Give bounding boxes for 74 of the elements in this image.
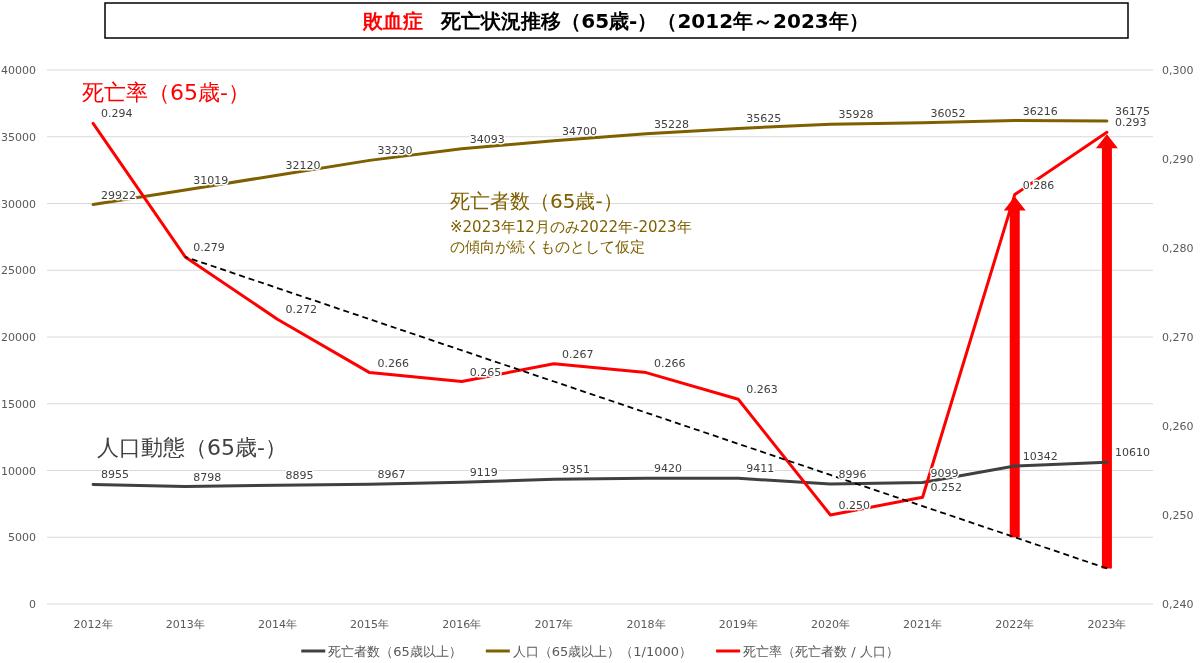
data-label: 9351 <box>561 463 590 477</box>
y-tick-label: 25000 <box>1 264 36 278</box>
annotation: 人口動態（65歳-） <box>97 435 287 460</box>
legend-label: 死亡率（死亡者数 / 人口） <box>743 644 899 659</box>
data-label: 36175 <box>1114 105 1150 119</box>
annotation: ※2023年12月のみ2022年-2023年の傾向が続くものとして仮定 <box>450 218 692 256</box>
data-label: 0.267 <box>561 347 594 361</box>
annotation: 死亡者数（65歳-） <box>450 189 623 213</box>
y2-tick-label: 0,290 <box>1162 153 1194 166</box>
legend-label: 人口（65歳以上）（1/1000） <box>512 644 693 659</box>
data-label: 32120 <box>285 159 321 173</box>
data-label: 0.263 <box>746 383 778 397</box>
data-label: 0.293 <box>1114 116 1147 130</box>
y2-tick-label: 0,250 <box>1162 509 1194 522</box>
data-label: 8798 <box>193 470 222 484</box>
data-label: 9099 <box>930 466 959 480</box>
data-label: 34093 <box>469 132 505 146</box>
data-label: 10610 <box>1114 446 1150 460</box>
y-tick-label: 0 <box>29 598 36 611</box>
data-label: 0.279 <box>193 240 225 254</box>
x-tick-label: 2012年 <box>73 618 113 631</box>
data-label: 0.252 <box>930 481 963 495</box>
y-tick-label: 30000 <box>1 197 36 211</box>
y-tick-label: 10000 <box>1 464 36 478</box>
data-label: 9420 <box>654 462 683 476</box>
x-tick-label: 2022年 <box>995 618 1035 631</box>
y-tick-label: 5000 <box>8 531 36 545</box>
data-label: 8967 <box>377 468 406 482</box>
x-tick-label: 2014年 <box>257 618 297 631</box>
x-tick-label: 2017年 <box>534 618 574 631</box>
y2-tick-label: 0,280 <box>1162 242 1194 255</box>
x-tick-label: 2018年 <box>626 618 666 631</box>
data-label: 0.266 <box>654 356 686 370</box>
y-tick-label: 40000 <box>1 64 36 77</box>
y2-tick-label: 0,260 <box>1162 420 1194 433</box>
data-label: 0.250 <box>838 499 870 512</box>
data-label: 31019 <box>193 173 229 187</box>
line-series <box>91 460 1109 489</box>
line-series <box>91 121 1109 517</box>
data-label: 9119 <box>469 466 498 480</box>
y2-tick-label: 0,270 <box>1162 331 1194 344</box>
data-label: 29922 <box>101 188 137 202</box>
data-label: 34700 <box>561 124 597 138</box>
data-label: 0.294 <box>101 107 133 121</box>
data-label: 36052 <box>930 106 966 120</box>
data-label: 36216 <box>1022 104 1058 118</box>
data-label: 35228 <box>654 117 690 131</box>
data-label: 10342 <box>1022 449 1058 463</box>
data-label: 0.266 <box>377 356 410 370</box>
chart-title: 敗血症 <box>362 9 424 33</box>
data-label: 35625 <box>746 112 782 126</box>
data-label: 8895 <box>285 469 314 483</box>
legend-label: 死亡者数（65歳以上） <box>328 644 462 659</box>
data-label: 0.265 <box>469 365 502 379</box>
chart-subtitle: 死亡状況推移（65歳-）（2012年～2023年） <box>440 9 869 33</box>
x-tick-label: 2016年 <box>442 618 482 631</box>
x-tick-label: 2015年 <box>350 618 390 631</box>
y2-tick-label: 0,240 <box>1162 598 1194 611</box>
y-tick-label: 15000 <box>1 397 36 411</box>
data-label: 8955 <box>101 468 130 482</box>
data-label: 8996 <box>838 467 867 481</box>
data-label: 9411 <box>746 462 775 476</box>
y-tick-label: 20000 <box>1 331 36 344</box>
x-tick-label: 2023年 <box>1087 618 1127 631</box>
x-tick-label: 2021年 <box>903 618 943 631</box>
data-label: 33230 <box>377 144 413 158</box>
x-tick-label: 2013年 <box>165 618 205 631</box>
data-label: 0.272 <box>285 303 317 317</box>
y-tick-label: 35000 <box>1 130 36 144</box>
x-tick-label: 2019年 <box>718 618 758 631</box>
x-tick-label: 2020年 <box>810 618 850 631</box>
y2-tick-label: 0,300 <box>1162 64 1194 77</box>
annotation: 死亡率（65歳-） <box>82 80 250 105</box>
data-label: 35928 <box>838 108 874 122</box>
